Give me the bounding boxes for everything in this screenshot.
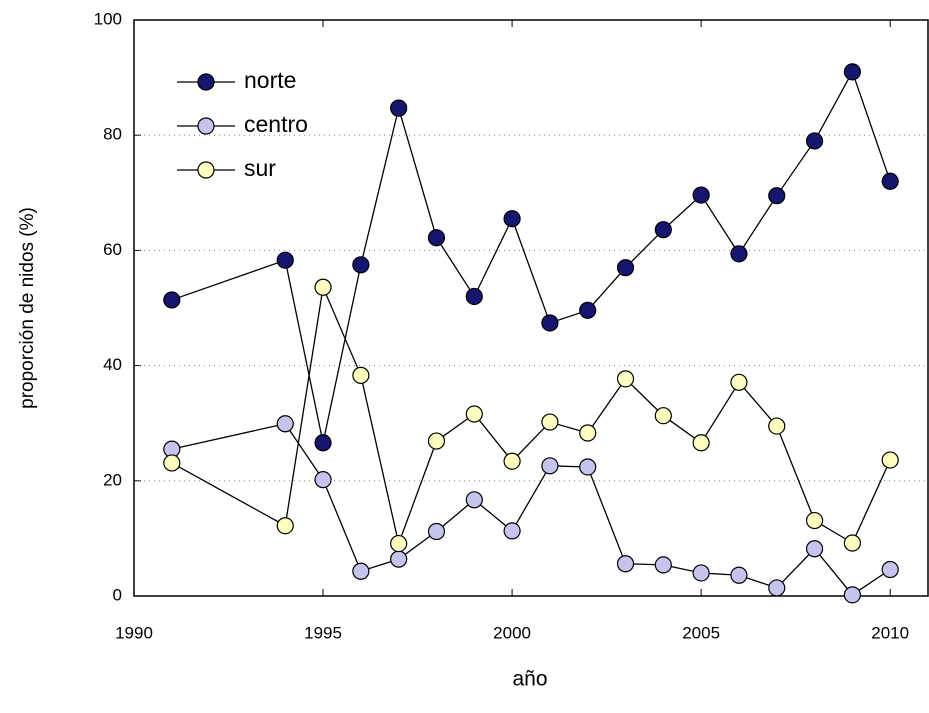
data-point <box>163 291 181 309</box>
data-point <box>314 471 332 489</box>
data-point <box>730 373 748 391</box>
y-tick-label: 40 <box>103 355 122 374</box>
series-line <box>171 423 891 596</box>
data-point <box>503 452 521 470</box>
data-point <box>768 417 786 435</box>
data-point <box>541 413 559 431</box>
x-tick-label: 1990 <box>115 623 153 642</box>
data-point <box>768 579 786 597</box>
legend-marker <box>197 73 215 91</box>
data-point <box>579 301 597 319</box>
data-point <box>390 550 408 568</box>
data-point <box>692 564 710 582</box>
data-point <box>616 555 635 573</box>
data-point <box>881 451 899 469</box>
data-point <box>390 99 408 117</box>
data-point <box>503 522 521 540</box>
legend-label: centro <box>244 111 308 137</box>
data-point <box>730 245 748 263</box>
data-point <box>730 566 748 584</box>
x-tick-label: 2005 <box>682 623 720 642</box>
data-point <box>503 210 521 228</box>
data-point <box>465 287 483 306</box>
data-point <box>541 314 559 332</box>
data-point <box>579 458 597 476</box>
data-point <box>692 186 710 204</box>
data-point <box>314 278 332 296</box>
y-axis-label: proporción de nidos (%) <box>17 207 38 409</box>
data-point <box>843 534 861 552</box>
data-point <box>163 454 181 472</box>
data-point <box>314 434 332 452</box>
legend-label: sur <box>244 155 276 181</box>
data-point <box>352 256 370 274</box>
y-tick-label: 0 <box>113 585 122 604</box>
data-point <box>427 432 446 450</box>
series-line <box>171 284 891 546</box>
data-point <box>276 517 294 535</box>
data-point <box>881 560 899 579</box>
x-tick-label: 2000 <box>493 623 531 642</box>
data-point <box>843 63 861 81</box>
data-point <box>654 407 672 425</box>
data-point <box>541 457 559 475</box>
x-axis-label: año <box>512 668 547 691</box>
data-point <box>616 370 635 388</box>
plot-frame <box>133 19 929 597</box>
data-point <box>352 366 370 384</box>
data-point <box>843 586 861 604</box>
data-point <box>276 415 294 433</box>
data-point <box>692 434 710 452</box>
y-tick-label: 20 <box>103 470 122 489</box>
legend-marker <box>197 161 215 179</box>
data-point <box>654 221 672 239</box>
y-tick-label: 60 <box>103 240 122 259</box>
data-point <box>805 132 824 150</box>
data-point <box>465 491 483 509</box>
data-point <box>427 522 446 541</box>
data-point <box>465 405 483 423</box>
data-point <box>805 540 824 558</box>
data-point <box>768 187 786 205</box>
data-point <box>427 229 446 247</box>
data-point <box>390 534 408 553</box>
y-tick-label: 80 <box>103 125 122 144</box>
data-point <box>805 511 824 530</box>
data-point <box>579 424 597 442</box>
legend-label: norte <box>244 67 296 93</box>
x-tick-label: 1995 <box>304 623 342 642</box>
data-point <box>276 251 294 269</box>
data-point <box>616 259 635 277</box>
data-point <box>654 556 672 574</box>
x-tick-label: 2010 <box>871 623 909 642</box>
data-point <box>352 562 370 580</box>
legend-marker <box>197 117 215 135</box>
data-point <box>881 172 899 190</box>
y-tick-label: 100 <box>94 9 122 28</box>
series-line <box>171 70 891 443</box>
